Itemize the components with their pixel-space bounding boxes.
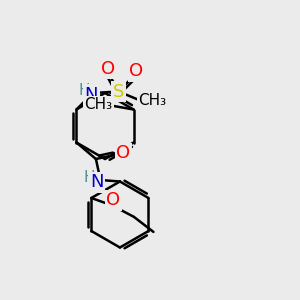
Text: H: H (83, 170, 95, 185)
Text: O: O (129, 62, 143, 80)
Text: S: S (113, 82, 124, 100)
Text: O: O (106, 191, 120, 209)
Text: H: H (78, 82, 90, 98)
Text: O: O (116, 144, 130, 162)
Text: N: N (90, 173, 103, 191)
Text: O: O (101, 60, 115, 78)
Text: CH₃: CH₃ (138, 93, 167, 108)
Text: N: N (85, 85, 98, 103)
Text: CH₃: CH₃ (84, 97, 112, 112)
